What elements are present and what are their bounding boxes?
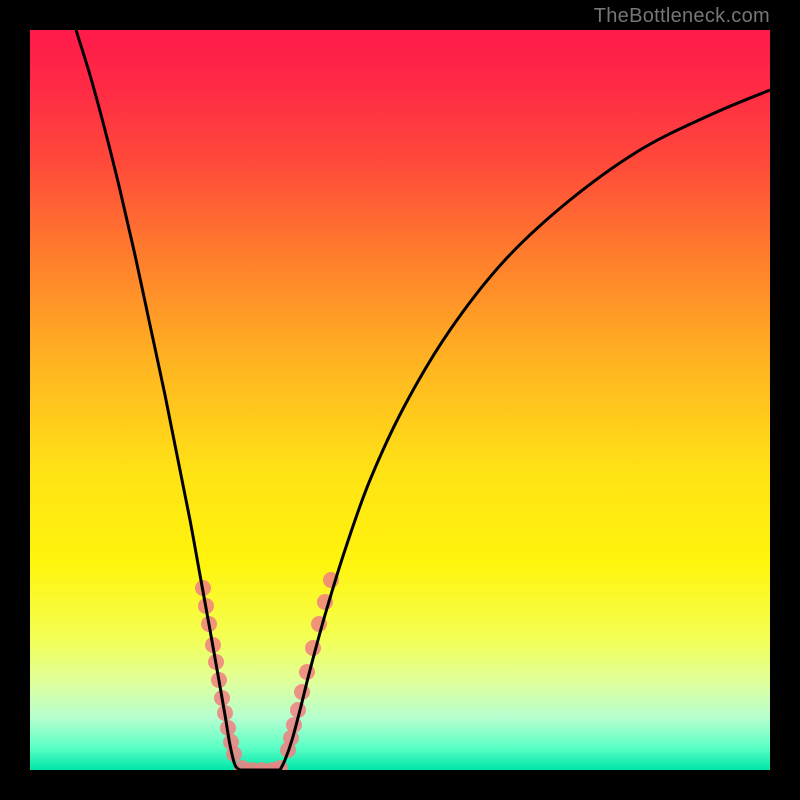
chart-plot-area	[30, 30, 770, 770]
chart-curves-layer	[30, 30, 770, 770]
left-bottleneck-curve	[76, 30, 240, 770]
right-bottleneck-curve	[280, 90, 770, 770]
watermark-text: TheBottleneck.com	[594, 5, 770, 28]
